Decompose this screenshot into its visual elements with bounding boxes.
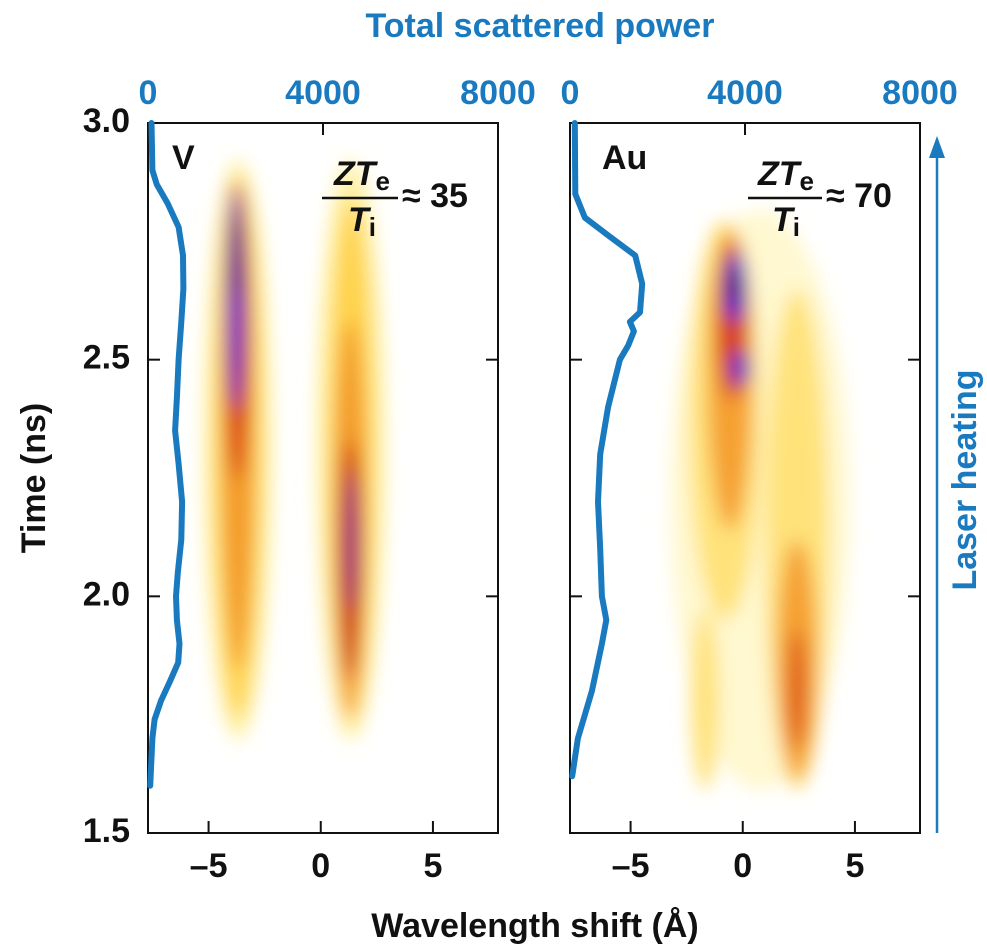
annotation-relation: ≈ 70 xyxy=(826,177,892,215)
x-tick-label: 5 xyxy=(845,847,864,885)
power-line xyxy=(569,120,646,780)
annotation-sub: i xyxy=(793,212,800,242)
annotation-text: T xyxy=(772,201,796,239)
x2-tick-label: 8000 xyxy=(882,74,958,112)
x-tick-label: 0 xyxy=(311,847,330,885)
annotation-numerator: ZTe xyxy=(757,155,814,196)
y-tick-label: 3.0 xyxy=(83,102,130,140)
annotation-text: ZT xyxy=(757,155,803,193)
x2-tick-label: 0 xyxy=(139,74,158,112)
annotation-denominator: Ti xyxy=(772,201,800,242)
x2-tick-label: 4000 xyxy=(707,74,783,112)
annotation-text: ZT xyxy=(333,155,379,193)
x-tick-label: –5 xyxy=(612,847,650,885)
panel-label: Au xyxy=(602,139,647,177)
y-axis-title: Time (ns) xyxy=(15,403,53,554)
x-tick-label: 0 xyxy=(733,847,752,885)
side-label: Laser heating xyxy=(946,369,984,590)
annotation-text: T xyxy=(348,201,372,239)
x2-tick-label: 0 xyxy=(561,74,580,112)
heatmap xyxy=(204,160,385,740)
x-axis-title: Wavelength shift (Å) xyxy=(371,907,698,945)
x-tick-label: 5 xyxy=(423,847,442,885)
x-tick-label: –5 xyxy=(190,847,228,885)
x2-tick-label: 8000 xyxy=(460,74,536,112)
arrowhead xyxy=(929,136,945,158)
power-line xyxy=(147,120,187,789)
top-axis-title: Total scattered power xyxy=(366,7,715,45)
heatmap xyxy=(670,210,850,790)
y-tick-label: 2.5 xyxy=(83,339,130,377)
annotation-sub: i xyxy=(369,212,376,242)
annotation-sub: e xyxy=(800,166,814,196)
annotation-relation: ≈ 35 xyxy=(402,177,468,215)
annotation-numerator: ZTe xyxy=(333,155,390,196)
x2-tick-label: 4000 xyxy=(285,74,361,112)
y-tick-label: 2.0 xyxy=(83,575,130,613)
panel-label: V xyxy=(172,139,195,177)
y-tick-label: 1.5 xyxy=(83,812,130,850)
annotation-sub: e xyxy=(376,166,390,196)
annotation-denominator: Ti xyxy=(348,201,376,242)
